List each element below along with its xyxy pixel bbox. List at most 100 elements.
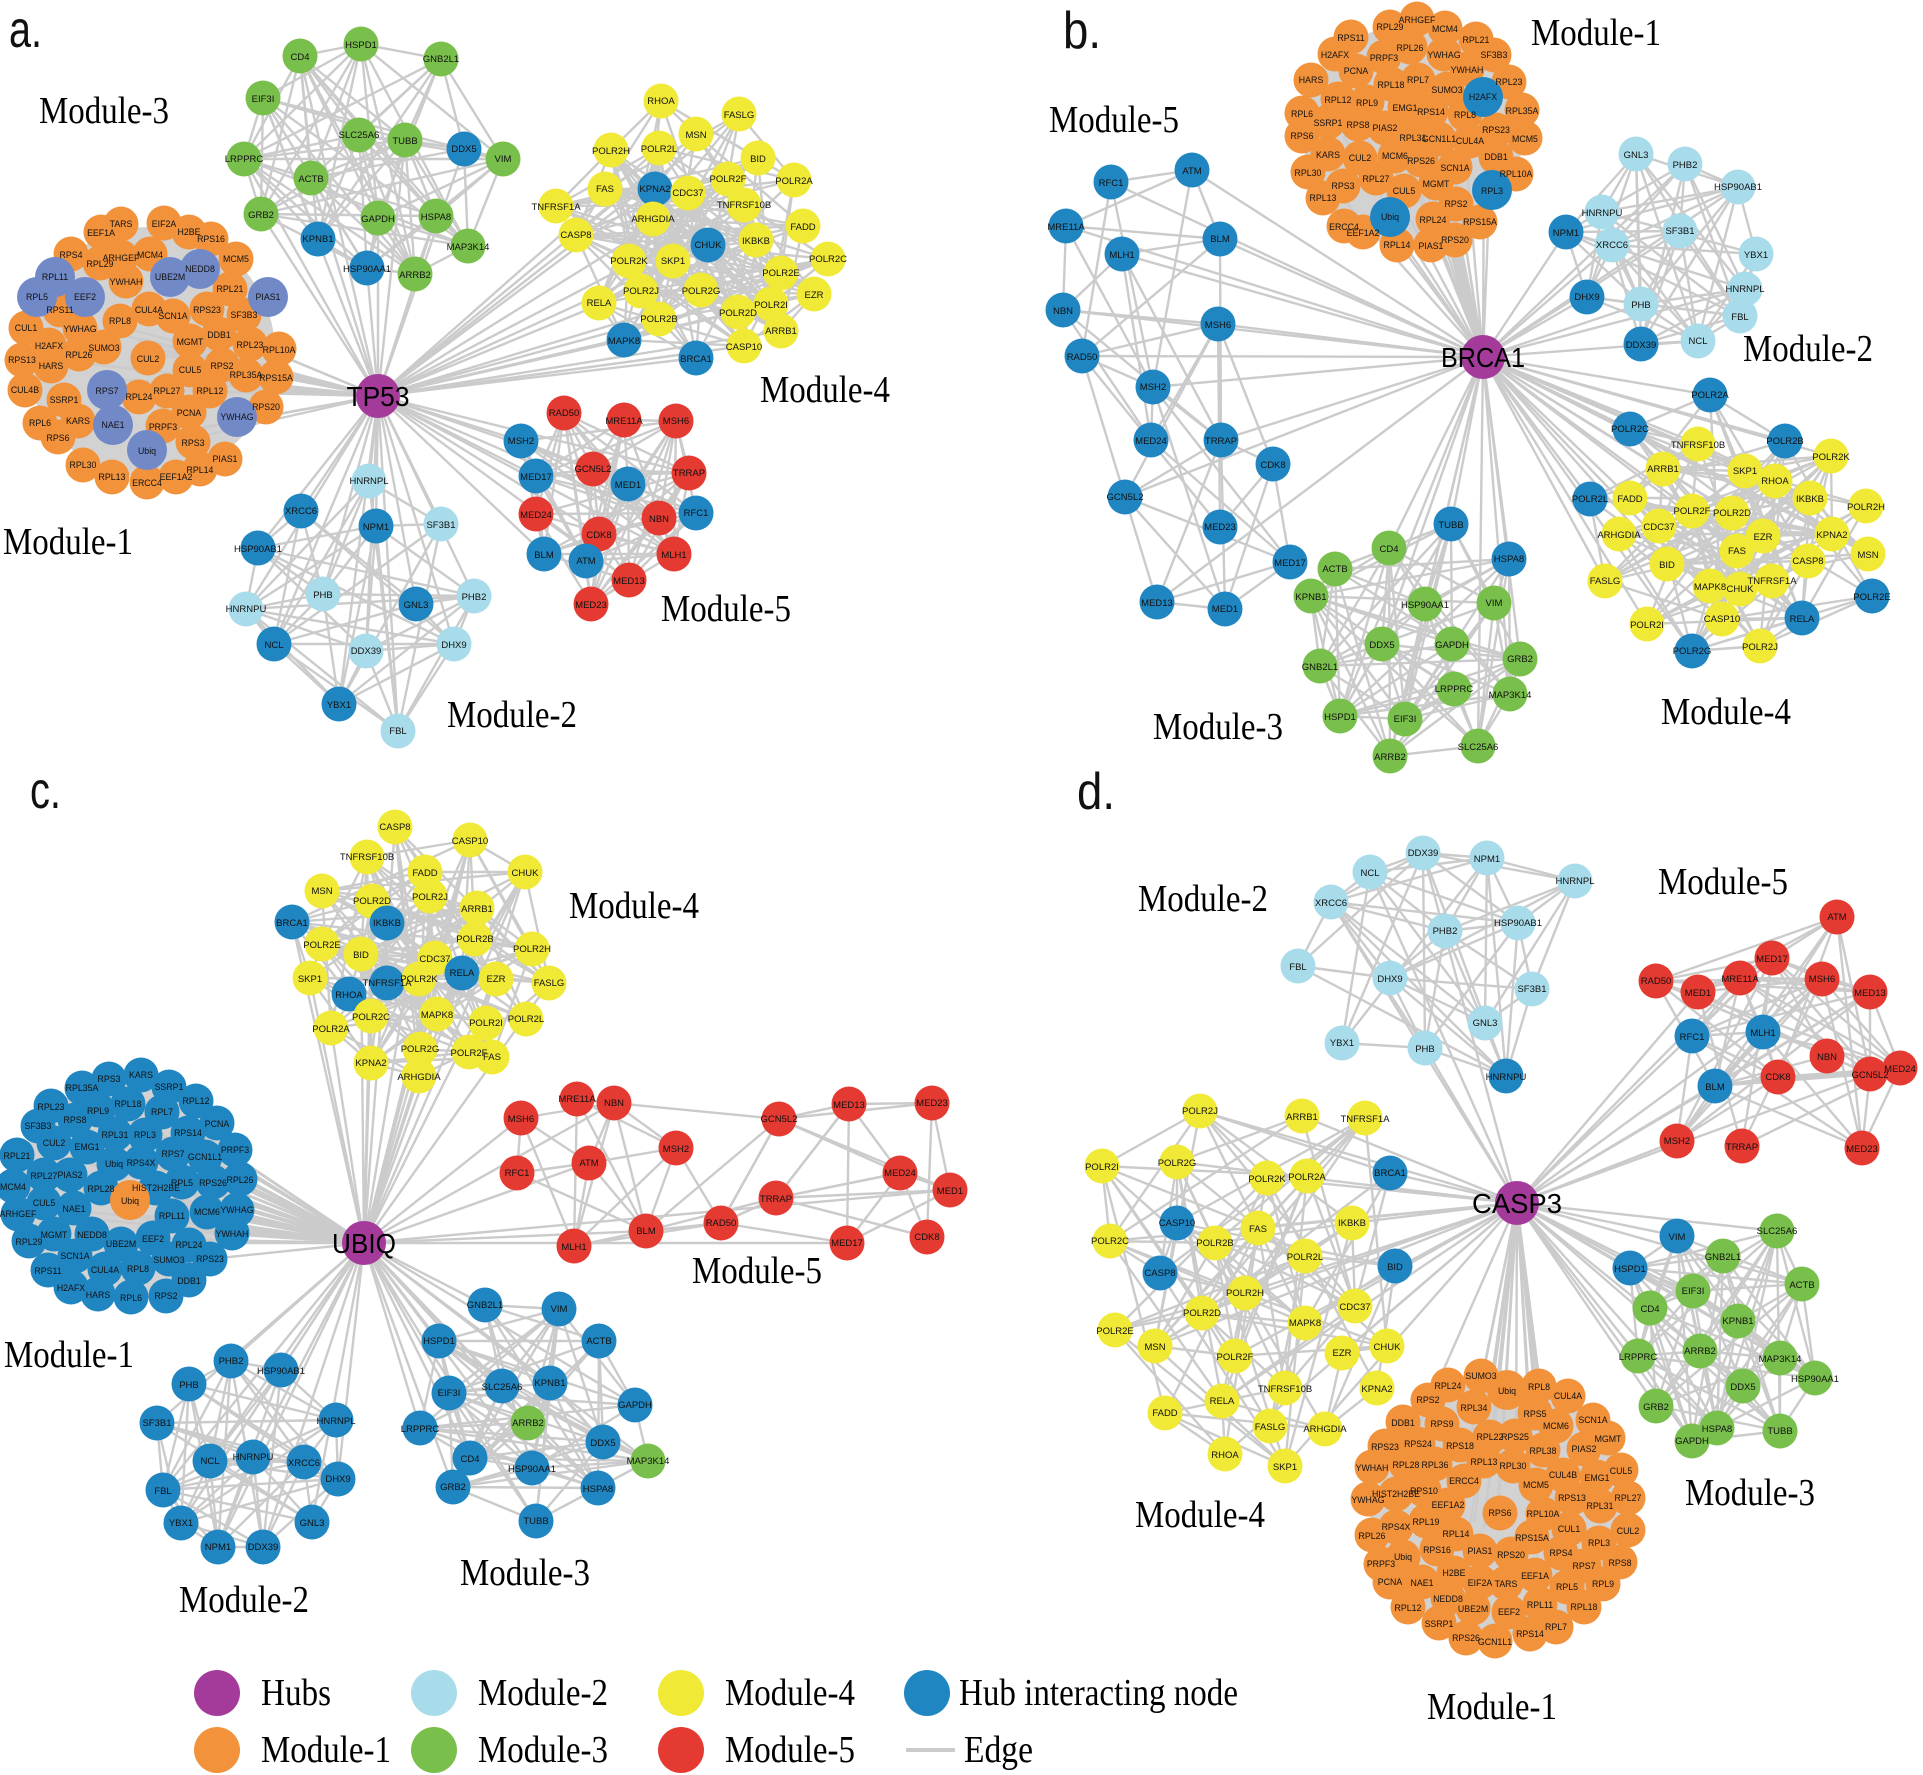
svg-text:CDC37: CDC37 [1643,522,1674,533]
svg-text:LRPPRC: LRPPRC [1619,1352,1658,1363]
svg-text:PIAS1: PIAS1 [256,292,281,302]
svg-text:ARRB2: ARRB2 [1374,752,1406,763]
svg-text:PHB2: PHB2 [1673,160,1698,171]
svg-text:HSP90AB1: HSP90AB1 [257,1366,305,1377]
svg-text:CHUK: CHUK [695,240,723,251]
svg-text:POLR2E: POLR2E [762,268,800,279]
svg-text:POLR2L: POLR2L [1572,494,1608,505]
svg-text:SCN1A: SCN1A [158,311,187,321]
svg-text:DDX5: DDX5 [1730,1382,1755,1393]
svg-text:TP53: TP53 [347,381,410,412]
svg-text:ACTB: ACTB [586,1336,611,1347]
svg-text:H2AFX: H2AFX [57,1283,85,1293]
svg-text:RPL9: RPL9 [1592,1579,1614,1589]
svg-text:SUMO3: SUMO3 [88,343,119,353]
svg-text:POLR2C: POLR2C [1091,1236,1129,1247]
svg-text:HSPA8: HSPA8 [1494,554,1524,565]
svg-text:DDB1: DDB1 [207,330,231,340]
svg-text:ARHGEF: ARHGEF [103,253,140,263]
svg-text:RFC1: RFC1 [1680,1032,1705,1043]
svg-text:ARRB2: ARRB2 [399,270,431,281]
svg-text:MED24: MED24 [1135,436,1167,447]
svg-text:RPL19: RPL19 [1413,1517,1440,1527]
svg-text:MRE11A: MRE11A [1721,974,1759,985]
svg-text:RPL29: RPL29 [1377,22,1404,32]
svg-text:RELA: RELA [450,968,475,979]
svg-text:KPNB1: KPNB1 [1295,592,1326,603]
svg-text:HARS: HARS [1299,75,1324,85]
svg-text:RPL30: RPL30 [1295,168,1322,178]
svg-text:UBE2M: UBE2M [1458,1604,1488,1614]
svg-text:Ubiq: Ubiq [1394,1552,1412,1562]
svg-text:RPL21: RPL21 [4,1151,31,1161]
svg-text:EEF2: EEF2 [1498,1607,1520,1617]
svg-text:CUL5: CUL5 [33,1198,56,1208]
svg-text:Module-3: Module-3 [1153,706,1283,748]
svg-text:PCNA: PCNA [205,1119,230,1129]
svg-text:HNRNPL: HNRNPL [349,476,388,487]
svg-text:RPL31: RPL31 [1587,1501,1614,1511]
svg-text:SKP1: SKP1 [661,256,685,267]
svg-text:SF3B1: SF3B1 [142,1418,171,1429]
svg-text:HNRNPL: HNRNPL [1725,284,1764,295]
svg-text:RPS7: RPS7 [96,386,119,396]
svg-text:UBIQ: UBIQ [332,1228,396,1259]
svg-text:MLH1: MLH1 [1750,1028,1775,1039]
svg-text:EIF3I: EIF3I [438,1388,461,1399]
svg-text:DDX5: DDX5 [590,1438,615,1449]
svg-text:MRE11A: MRE11A [558,1094,596,1105]
svg-text:Module-4: Module-4 [725,1672,855,1714]
svg-text:UBE2M: UBE2M [155,272,185,282]
svg-text:TNFRSF10B: TNFRSF10B [1258,1384,1312,1395]
svg-text:NCL: NCL [1360,868,1379,879]
svg-text:Module-3: Module-3 [1685,1472,1815,1514]
svg-text:RFC1: RFC1 [505,1168,530,1179]
svg-text:POLR2J: POLR2J [623,286,659,297]
svg-text:NCL: NCL [264,640,283,651]
svg-text:H2AFX: H2AFX [1321,50,1349,60]
svg-text:CASP10: CASP10 [1704,614,1740,625]
svg-text:MSH6: MSH6 [1809,974,1835,985]
svg-text:EEF1A: EEF1A [1521,1571,1549,1581]
svg-text:RPS23: RPS23 [196,1254,224,1264]
svg-text:TUBB: TUBB [1438,520,1463,531]
svg-text:KARS: KARS [66,416,90,426]
svg-text:MED24: MED24 [520,510,552,521]
svg-text:POLR2I: POLR2I [1085,1162,1119,1173]
svg-text:MED13: MED13 [833,1100,865,1111]
svg-text:IKBKB: IKBKB [1338,1218,1366,1229]
svg-text:HSPD1: HSPD1 [345,40,377,51]
svg-text:RPL14: RPL14 [1443,1529,1470,1539]
svg-text:H2BE: H2BE [178,227,201,237]
svg-text:CUL4A: CUL4A [1456,136,1484,146]
svg-text:HSP90AA1: HSP90AA1 [508,1464,556,1475]
svg-text:RPL3: RPL3 [1481,186,1503,196]
svg-text:HIST2H2BE: HIST2H2BE [1372,1489,1420,1499]
svg-text:RPS6: RPS6 [1489,1508,1512,1518]
svg-text:POLR2E: POLR2E [1096,1326,1134,1337]
svg-text:GAPDH: GAPDH [1675,1436,1709,1447]
svg-text:TARS: TARS [1495,1579,1518,1589]
svg-text:TRRAP: TRRAP [673,468,705,479]
svg-text:CDK8: CDK8 [1765,1072,1790,1083]
svg-text:ERCC4: ERCC4 [132,478,162,488]
svg-text:MLH1: MLH1 [561,1242,586,1253]
svg-text:SKP1: SKP1 [1733,466,1757,477]
svg-text:CUL2: CUL2 [1617,1526,1640,1536]
svg-text:RPL23: RPL23 [1496,77,1523,87]
svg-text:POLR2K: POLR2K [1812,452,1850,463]
svg-text:PHB: PHB [313,590,333,601]
svg-text:FAS: FAS [596,184,614,195]
svg-text:MCM5: MCM5 [1512,134,1538,144]
svg-text:POLR2L: POLR2L [508,1014,544,1025]
svg-text:DHX9: DHX9 [325,1474,350,1485]
svg-text:Module-2: Module-2 [1743,328,1873,370]
svg-text:GNB2L1: GNB2L1 [423,54,459,65]
svg-text:RPS13: RPS13 [1558,1493,1586,1503]
svg-text:SLC25A6: SLC25A6 [339,130,380,141]
svg-text:MLH1: MLH1 [1109,250,1134,261]
svg-text:CASP3: CASP3 [1472,1188,1562,1219]
svg-text:BID: BID [750,154,766,165]
svg-text:YWHAG: YWHAG [63,324,96,334]
svg-text:Module-5: Module-5 [1658,861,1788,903]
